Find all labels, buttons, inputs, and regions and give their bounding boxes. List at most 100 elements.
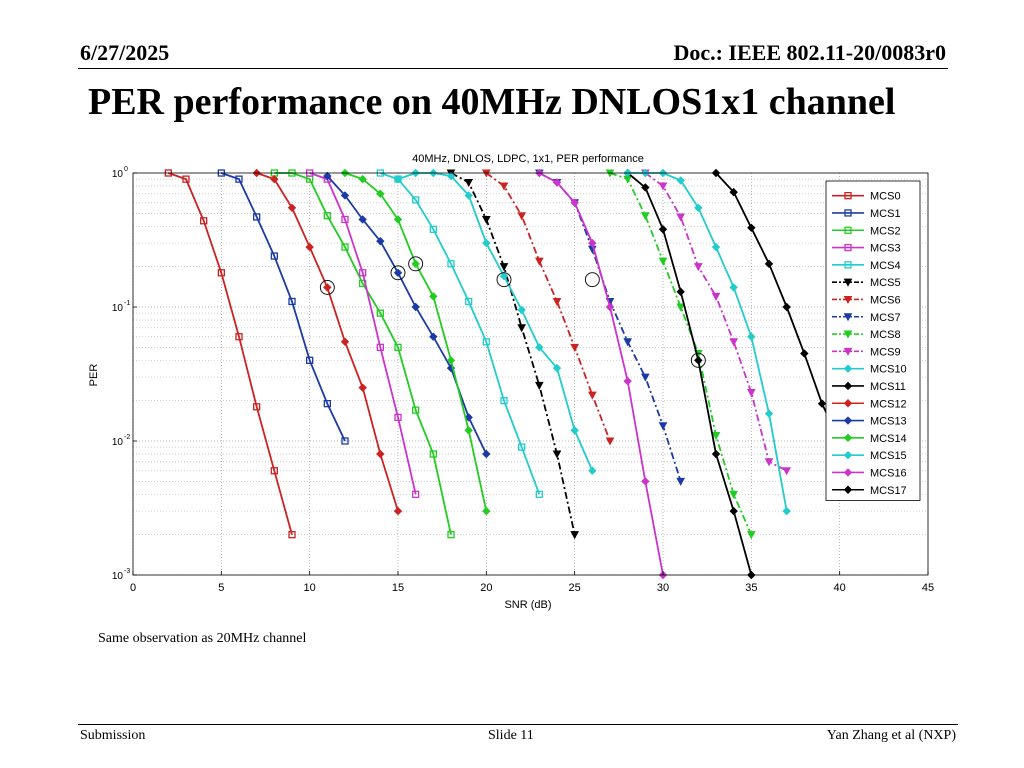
legend-label: MCS3	[870, 243, 901, 255]
data-point	[447, 260, 455, 268]
legend-label: MCS11	[870, 381, 906, 393]
x-tick-label: 0	[130, 582, 136, 594]
data-point	[694, 356, 703, 365]
data-point	[429, 225, 437, 233]
legend-label: MCS12	[870, 398, 907, 410]
data-point	[287, 203, 297, 212]
x-tick-label: 20	[480, 582, 492, 594]
legend-entry: MCS10	[832, 364, 907, 376]
data-point	[482, 238, 491, 248]
header-date: 6/27/2025	[80, 40, 170, 65]
data-point	[200, 217, 208, 225]
legend-entry: MCS13	[832, 416, 907, 428]
x-tick-label: 15	[392, 582, 404, 594]
data-point	[729, 187, 738, 197]
legend-entry: MCS17	[832, 485, 907, 497]
data-point	[394, 413, 402, 422]
data-point	[588, 466, 597, 475]
data-point	[288, 297, 296, 306]
data-point	[253, 403, 261, 411]
y-tick-label: 10	[112, 169, 124, 180]
data-point	[605, 437, 615, 446]
legend-label: MCS8	[870, 329, 901, 341]
data-point	[844, 192, 852, 200]
series-mcs6	[481, 169, 615, 446]
legend-label: MCS16	[870, 467, 907, 479]
data-point	[182, 175, 190, 183]
series-line	[644, 172, 788, 472]
data-point	[288, 531, 296, 539]
legend-entry: MCS9	[832, 346, 901, 358]
series-mcs5	[446, 169, 580, 540]
data-point	[305, 242, 314, 252]
data-point	[747, 223, 756, 233]
series-mcs11	[623, 168, 756, 580]
data-point	[843, 416, 853, 425]
legend-entry: MCS2	[832, 225, 901, 237]
data-point	[412, 406, 420, 414]
legend-entry: MCS0	[832, 191, 901, 203]
data-point	[729, 283, 738, 292]
data-point	[676, 477, 686, 486]
data-point	[499, 271, 509, 281]
data-point	[341, 215, 349, 224]
series-line	[380, 172, 541, 495]
highlight-circle	[496, 272, 512, 288]
data-point	[393, 215, 403, 224]
data-point	[340, 191, 350, 200]
data-point	[482, 449, 491, 459]
data-point	[341, 243, 349, 251]
data-point	[270, 174, 279, 184]
data-point	[676, 213, 686, 222]
data-point	[746, 389, 756, 398]
data-point	[411, 302, 420, 312]
data-point	[412, 490, 420, 498]
data-point	[393, 268, 403, 278]
y-tick-exponent: -2	[124, 434, 130, 441]
data-point	[729, 338, 739, 347]
x-tick-label: 40	[834, 582, 846, 594]
data-point	[843, 313, 853, 322]
x-tick-label: 10	[304, 582, 316, 594]
x-tick-label: 25	[569, 582, 581, 594]
legend-label: MCS15	[870, 450, 907, 462]
series-line	[450, 172, 576, 535]
data-point	[711, 449, 721, 459]
header-divider	[78, 68, 948, 69]
data-point	[534, 381, 544, 390]
data-point	[843, 450, 853, 460]
data-point	[747, 332, 756, 341]
data-point	[843, 433, 853, 443]
data-point	[429, 450, 437, 458]
data-point	[658, 422, 668, 431]
y-tick-exponent: -3	[124, 568, 130, 575]
data-point	[376, 449, 385, 459]
legend-entry: MCS8	[832, 329, 901, 341]
data-point	[641, 477, 650, 486]
legend-box	[825, 180, 921, 501]
data-point	[658, 257, 668, 266]
data-point	[253, 213, 261, 221]
data-point	[552, 363, 562, 373]
legend-label: MCS9	[870, 346, 901, 358]
y-tick-label: 10	[112, 437, 124, 448]
data-point	[518, 443, 526, 451]
data-point	[694, 203, 703, 212]
data-point	[570, 343, 580, 352]
data-point	[552, 450, 562, 459]
highlight-circle	[390, 265, 406, 281]
data-point	[843, 330, 853, 339]
header-doc-id: Doc.: IEEE 802.11-20/0083r0	[673, 40, 946, 65]
chart-annotations	[319, 256, 706, 368]
data-point	[358, 383, 367, 392]
series-line	[221, 172, 346, 442]
data-point	[640, 373, 650, 382]
series-mcs0	[164, 169, 296, 539]
highlight-circle	[584, 272, 600, 288]
data-point	[429, 332, 438, 341]
data-point	[376, 236, 385, 246]
data-point	[844, 261, 852, 269]
series-mcs9	[640, 169, 792, 476]
data-point	[711, 431, 721, 441]
